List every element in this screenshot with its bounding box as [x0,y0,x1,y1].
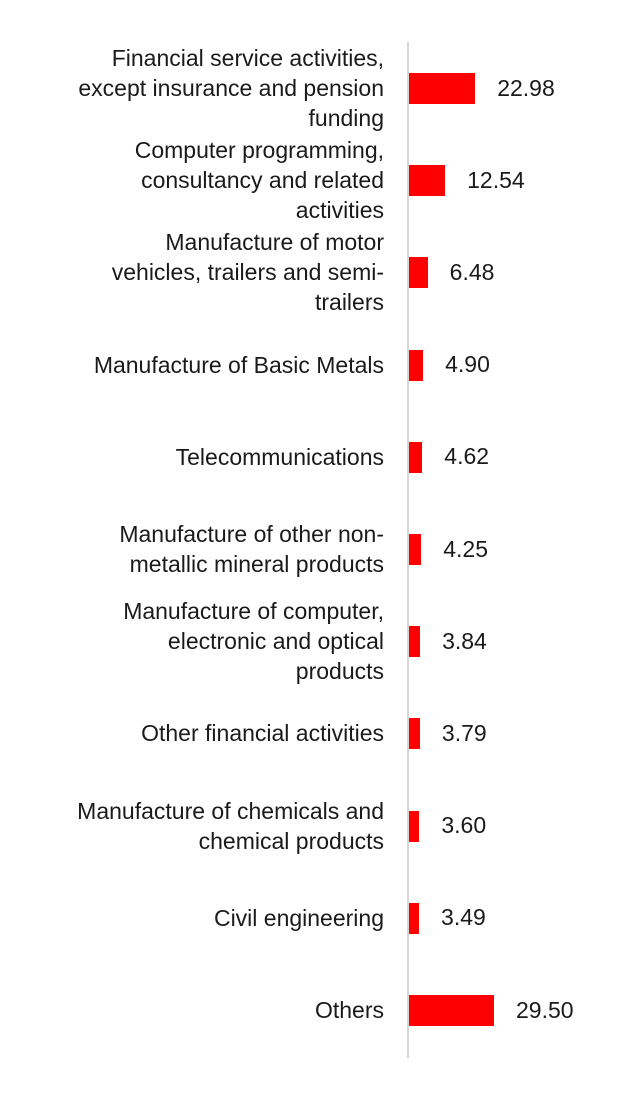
bar [409,534,422,565]
category-label: Telecommunications [175,443,384,470]
value-label: 4.25 [443,535,488,562]
bar [409,995,494,1026]
category-label: Manufacture of chemicals and chemical pr… [77,797,384,854]
bar [409,349,424,381]
category-axis-line [407,42,409,1058]
value-label: 6.48 [449,258,495,285]
category-label: Manufacture of other non- metallic miner… [119,521,384,577]
category-label: Computer programming, consultancy and re… [134,137,384,224]
bar [409,810,420,842]
bar-row: Manufacture of chemicals and chemical pr… [0,780,622,872]
category-label: Other financial activities [141,720,384,747]
bar [409,441,423,473]
bar-row: Computer programming, consultancy and re… [0,134,622,226]
value-label: 3.84 [442,627,487,654]
category-label: Manufacture of computer, electronic and … [123,598,384,685]
bar [409,626,421,658]
bar [409,902,420,934]
category-label: Financial service activities, except ins… [78,45,384,131]
value-label: 29.50 [516,996,574,1023]
value-label: 3.49 [441,904,486,931]
bar-row: Other financial activities 3.79 [0,687,622,779]
bar-row: Others 29.50 [0,964,622,1056]
bar-row: Manufacture of Basic Metals 4.90 [0,319,622,411]
value-label: 3.79 [441,719,487,746]
bar [409,73,476,104]
bar-row: Manufacture of other non- metallic miner… [0,503,622,595]
bar-row: Manufacture of computer, electronic and … [0,595,622,687]
value-label: 4.90 [445,351,490,378]
bar [409,718,420,750]
value-label: 4.62 [444,443,490,470]
bar [409,165,446,197]
category-label: Manufacture of motor vehicles, trailers … [111,229,384,316]
value-label: 22.98 [497,74,555,101]
bar-row: Financial service activities, except ins… [0,42,622,134]
value-label: 3.60 [441,812,487,839]
value-label: 12.54 [467,166,525,193]
bar [409,257,428,289]
category-label: Others [314,997,384,1023]
bar-row: Telecommunications 4.62 [0,411,622,503]
category-label: Civil engineering [213,904,384,931]
bar-row: Manufacture of motor vehicles, trailers … [0,226,622,318]
category-label: Manufacture of Basic Metals [93,351,384,378]
bar-row: Civil engineering 3.49 [0,872,622,964]
